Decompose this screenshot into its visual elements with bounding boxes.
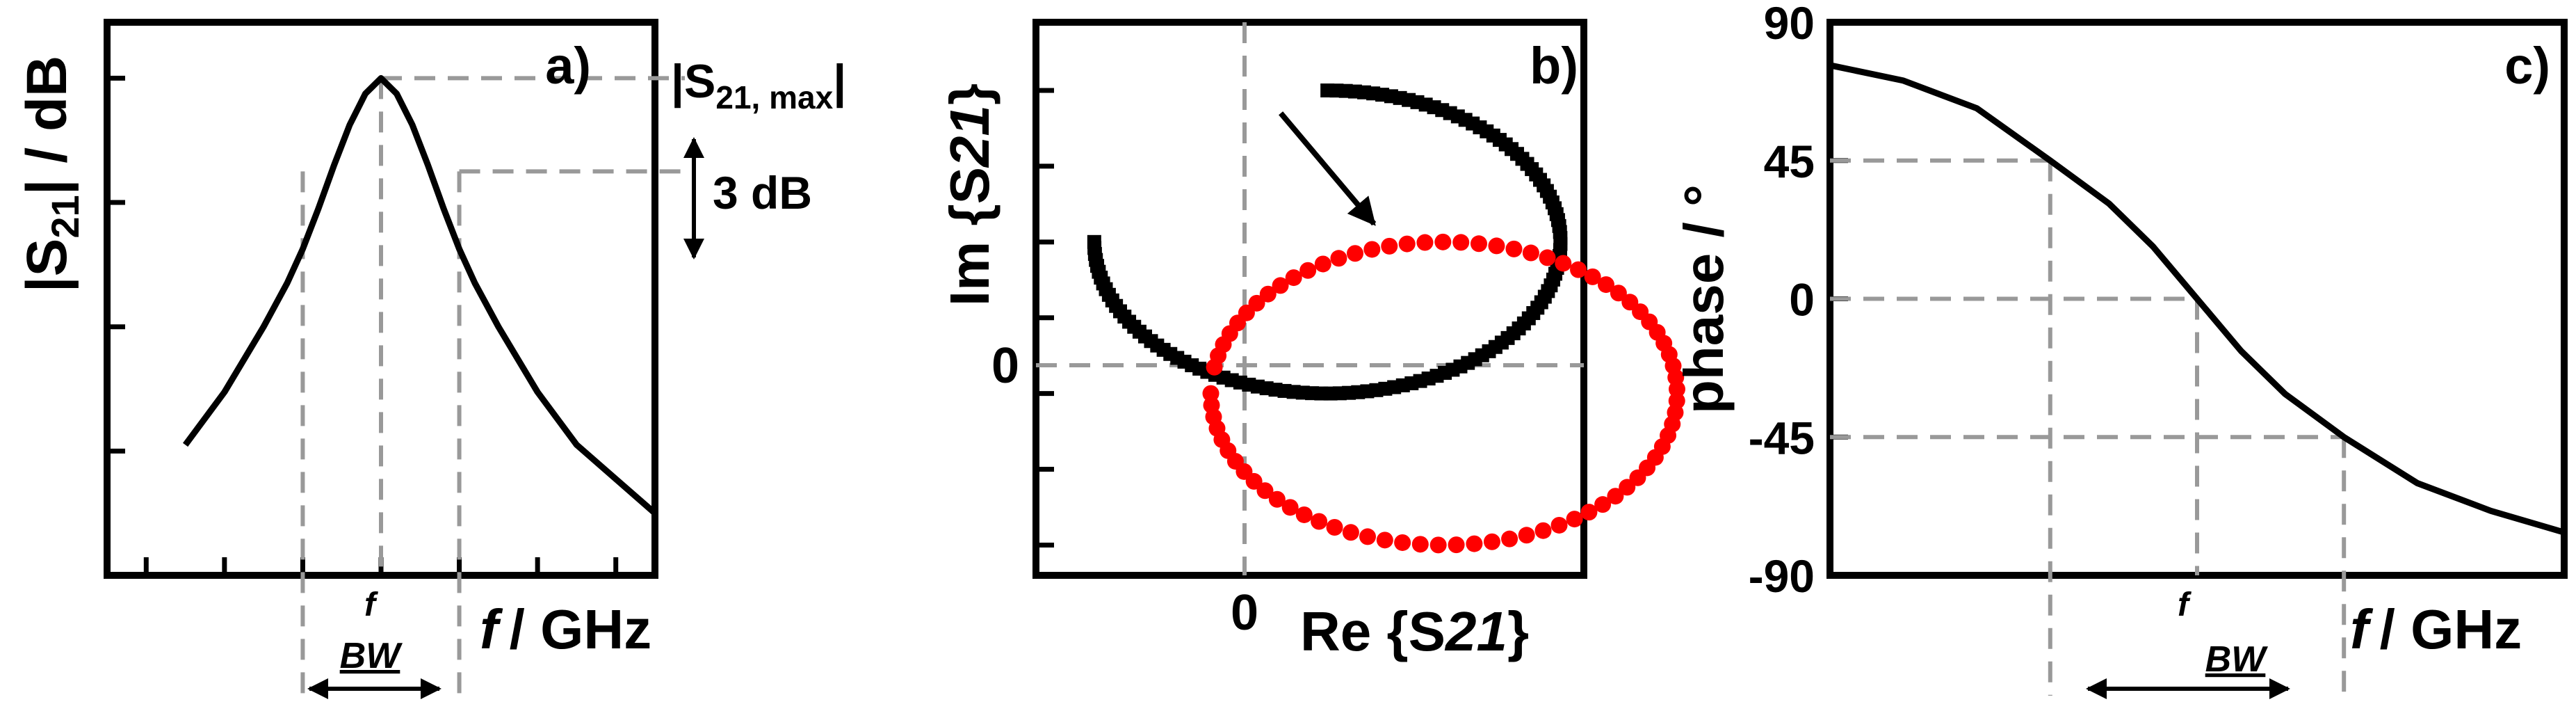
panel-b-marker-1-65: [1363, 241, 1381, 258]
panel-b-frame: [1032, 19, 1587, 579]
panel-b-marker-1-26: [1534, 522, 1552, 539]
panel-a-x-axis-label: f / GHz: [480, 598, 651, 660]
panel-b-marker-1-15: [1342, 524, 1359, 541]
panel-c-y-tick-label-1: -45: [1749, 412, 1815, 463]
panel-b-marker-1-52: [1584, 268, 1601, 285]
panel-b-marker-1-21: [1448, 536, 1465, 554]
panel-a-3db-label: 3 dB: [713, 167, 812, 218]
panel-b-marker-1-69: [1299, 262, 1317, 279]
panel-b-marker-1-19: [1411, 536, 1429, 553]
panel-b-tag: b): [1530, 37, 1578, 95]
panel-b-marker-1-64: [1381, 237, 1398, 255]
panel-b-y-axis-label: Im {S21}: [939, 83, 1001, 306]
panel-b-marker-1-59: [1470, 235, 1487, 253]
panel-c-bw-label-sub: BW: [2205, 639, 2269, 680]
panel-b-y-zero-label: 0: [991, 338, 1019, 394]
panel-b-marker-1-63: [1398, 235, 1416, 253]
panel-c-y-tick-label-0: -90: [1749, 550, 1815, 602]
panel-b-marker-1-72: [1259, 285, 1277, 303]
panel-b-marker-1-57: [1505, 240, 1523, 257]
panel-b-x-axis-label: Re {S21}: [1300, 600, 1529, 662]
panel-c-x-axis-label: f / GHz: [2350, 598, 2522, 660]
panel-b-marker-1-14: [1326, 518, 1343, 536]
panel-c-y-ticks: -90 -45 0 45 90: [1749, 0, 1848, 602]
panel-b-x-zero-label: 0: [1231, 585, 1258, 641]
panel-b-marker-1-11: [1281, 499, 1299, 516]
panel-b: b) 0 0 Re {S21} Im {S21}: [939, 19, 1685, 662]
panel-c-phase-curve: [1829, 62, 2566, 536]
panel-b-rotation-arrow: [1279, 111, 1377, 226]
panel-b-series-black: [1087, 83, 1568, 401]
panel-a-max-label: |S21, max|: [671, 55, 846, 115]
panel-b-marker-1-25: [1518, 527, 1535, 544]
panel-b-marker-1-17: [1376, 532, 1393, 549]
panel-c-y-tick-label-3: 45: [1764, 136, 1815, 187]
panel-b-marker-1-30: [1594, 496, 1612, 513]
panel-b-series-red: [1202, 233, 1685, 554]
panel-a-bw-label-f: f: [364, 586, 378, 623]
panel-b-marker-1-24: [1501, 530, 1518, 548]
panel-b-marker-1-22: [1466, 535, 1483, 552]
panel-a-y-axis-label: |S21| / dB: [15, 56, 87, 293]
panel-b-marker-1-13: [1311, 513, 1328, 530]
panel-b-marker-1-70: [1285, 269, 1302, 287]
panel-b-marker-1-27: [1550, 516, 1568, 534]
panel-c-y-tick-label-2: 0: [1789, 274, 1815, 326]
panel-b-marker-0-119: [1320, 83, 1335, 98]
panel-b-marker-1-40: [1668, 392, 1685, 410]
panel-b-marker-1-28: [1566, 511, 1583, 528]
panel-b-marker-1-53: [1570, 261, 1587, 278]
panel-a-guides: [300, 76, 685, 696]
panel-b-marker-1-51: [1597, 276, 1614, 294]
panel-b-marker-1-67: [1330, 250, 1347, 267]
panel-b-marker-1-31: [1607, 488, 1624, 505]
panel-b-marker-1-66: [1347, 245, 1364, 262]
panel-b-marker-1-54: [1555, 255, 1572, 272]
panel-b-marker-1-68: [1314, 255, 1331, 273]
panel-c: -90 -45 0 45 90 c) phase / ° f / GHz f BW: [1673, 0, 2568, 699]
panel-c-tag: c): [2504, 37, 2550, 95]
panel-b-marker-1-56: [1522, 244, 1539, 262]
panel-a: a) |S21, max| 3 dB |S21| / dB f / GHz f B…: [15, 19, 846, 699]
panel-b-marker-1-49: [1621, 294, 1639, 311]
panel-c-guides: [1830, 158, 2347, 696]
panel-a-magnitude-curve: [182, 74, 657, 516]
panel-b-marker-1-8: [1245, 472, 1263, 490]
panel-b-marker-1-58: [1488, 237, 1505, 255]
panel-b-marker-1-23: [1483, 533, 1500, 550]
panel-c-bw-label-f: f: [2178, 586, 2192, 623]
panel-b-marker-1-61: [1434, 233, 1452, 250]
panel-b-marker-1-71: [1272, 277, 1289, 294]
panel-b-marker-1-79: [1206, 358, 1223, 376]
panel-b-marker-1-29: [1580, 504, 1598, 521]
panel-b-marker-1-50: [1610, 285, 1627, 302]
panel-b-marker-1-60: [1452, 234, 1470, 251]
panel-b-marker-1-12: [1295, 506, 1313, 523]
panel-c-y-axis-label: phase / °: [1673, 184, 1735, 414]
panel-a-bw-label-sub: BW: [340, 636, 403, 676]
panel-b-marker-1-16: [1359, 528, 1377, 545]
panel-b-y-ticks: [1036, 88, 1054, 548]
panel-b-marker-1-10: [1268, 490, 1286, 508]
panel-c-y-tick-label-4: 90: [1764, 0, 1815, 49]
panel-b-marker-1-18: [1394, 534, 1411, 551]
panel-a-tag: a): [545, 37, 591, 95]
panel-a-y-ticks: [107, 75, 125, 454]
panel-b-marker-1-9: [1256, 482, 1274, 500]
panel-b-marker-1-20: [1429, 536, 1447, 554]
panel-b-marker-1-62: [1416, 234, 1434, 251]
panel-b-marker-1-55: [1539, 249, 1556, 266]
